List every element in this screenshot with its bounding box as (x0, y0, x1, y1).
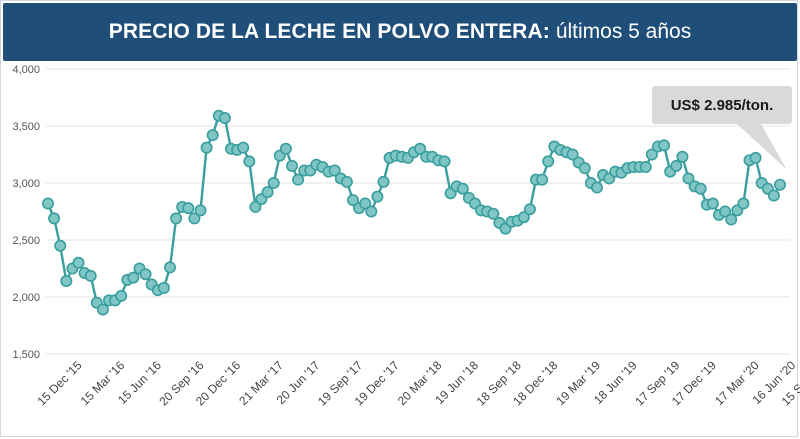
data-point (261, 186, 274, 199)
data-point (249, 200, 262, 213)
data-point (670, 159, 683, 172)
data-point (346, 194, 359, 207)
data-point (206, 129, 219, 142)
y-tick-label: 2,000 (12, 292, 40, 304)
gridlines (46, 68, 790, 355)
data-point (706, 197, 719, 210)
chart-title: PRECIO DE LA LECHE EN POLVO ENTERA: (108, 20, 550, 43)
data-point (517, 211, 530, 224)
data-point (773, 178, 786, 191)
data-point (682, 172, 695, 185)
x-tick-label: 15 Dec '15 (34, 358, 84, 408)
data-point (719, 205, 732, 218)
y-tick-label: 3,000 (12, 178, 40, 190)
y-tick-label: 1,500 (12, 349, 40, 361)
data-point (340, 175, 353, 188)
data-point (292, 173, 305, 186)
price-line (46, 114, 782, 311)
data-point (194, 204, 207, 217)
data-point (737, 197, 750, 210)
data-point (200, 141, 213, 154)
data-point (285, 159, 298, 172)
data-point (188, 212, 201, 225)
data-point (48, 212, 61, 225)
data-point (365, 205, 378, 218)
data-point (182, 202, 195, 215)
data-point (237, 141, 250, 154)
data-point (749, 151, 762, 164)
data-point (157, 281, 170, 294)
data-point (127, 271, 140, 284)
data-point (523, 203, 536, 216)
data-point (243, 155, 256, 168)
y-axis-ticks: 1,500 2,000 2,500 3,000 3,500 4,000 (12, 64, 40, 361)
data-point (267, 177, 280, 190)
data-point (456, 182, 469, 195)
data-point (542, 155, 555, 168)
y-tick-label: 3,500 (12, 121, 40, 133)
data-point (164, 261, 177, 274)
y-tick-label: 4,000 (12, 64, 40, 76)
data-point (279, 142, 292, 155)
callout-pointer (737, 124, 787, 170)
data-point (72, 256, 85, 269)
y-tick-label: 2,500 (12, 235, 40, 247)
data-point (115, 289, 128, 302)
chart-subtitle: últimos 5 años (555, 20, 692, 43)
data-point (487, 207, 500, 220)
data-point (218, 112, 231, 125)
price-series (46, 114, 782, 311)
title-banner: PRECIO DE LA LECHE EN POLVO ENTERA: últi… (3, 3, 797, 61)
data-point (694, 182, 707, 195)
price-callout: US$ 2.985/ton. (652, 86, 792, 124)
data-point (566, 148, 579, 161)
data-point (139, 268, 152, 281)
data-point (377, 175, 390, 188)
data-point (438, 155, 451, 168)
data-point (578, 162, 591, 175)
data-point (536, 173, 549, 186)
data-point (170, 212, 183, 225)
data-point (676, 150, 689, 163)
data-point (41, 197, 54, 210)
price-markers (41, 109, 786, 316)
data-point (371, 190, 384, 203)
data-point (767, 189, 780, 202)
data-point (328, 164, 341, 177)
data-point (639, 161, 652, 174)
data-point (414, 142, 427, 155)
data-point (96, 303, 109, 316)
data-point (725, 213, 738, 226)
data-point (60, 275, 73, 288)
data-point (84, 269, 97, 282)
data-point (645, 148, 658, 161)
data-point (54, 239, 67, 252)
data-point (359, 197, 372, 210)
data-point (658, 139, 671, 152)
data-point (590, 181, 603, 194)
